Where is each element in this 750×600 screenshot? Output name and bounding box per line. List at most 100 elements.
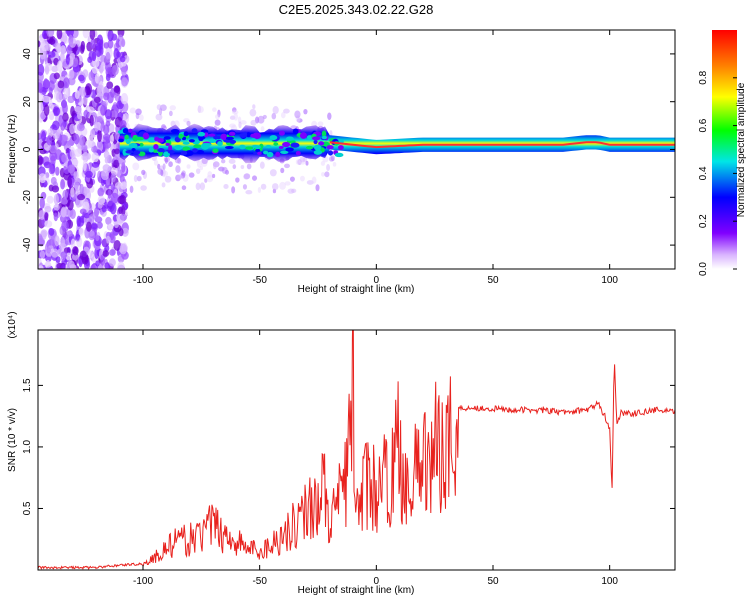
signal-blob [327, 150, 334, 156]
snr-y-ticks: 0.5 1.0 1.5 [22, 378, 675, 515]
noise-dot [46, 30, 55, 38]
noise-dot [104, 109, 112, 120]
noise-dot [239, 120, 247, 125]
signal-blob [282, 141, 291, 148]
y-tick-label: 0 [22, 146, 33, 152]
noise-dot [119, 213, 128, 221]
noise-dot [246, 163, 252, 170]
x-tick-label: -50 [252, 576, 267, 587]
noise-dot [104, 156, 109, 164]
noise-dot [84, 189, 92, 201]
noise-dot [54, 235, 60, 247]
y-tick-label: 40 [22, 48, 33, 60]
signal-blob [163, 136, 171, 140]
noise-dot [56, 30, 63, 40]
noise-dot [51, 65, 59, 73]
noise-dot [119, 243, 128, 255]
noise-dot [39, 250, 45, 259]
noise-dot [94, 216, 103, 223]
signal-blob [125, 139, 131, 145]
noise-dot [121, 67, 127, 77]
snr-plot-area [38, 330, 675, 570]
signal-blob [238, 144, 246, 150]
signal-blob [174, 144, 183, 151]
noise-dot [79, 208, 87, 215]
signal-blob [313, 144, 322, 151]
signal-blob [278, 145, 284, 150]
noise-dot [100, 169, 109, 181]
noise-dot [317, 121, 324, 127]
noise-dot [97, 195, 106, 205]
noise-dot [114, 182, 122, 190]
noise-dot [287, 188, 295, 194]
noise-dot [249, 108, 257, 117]
signal-blob [153, 144, 159, 150]
y-tick-label: -20 [22, 190, 33, 205]
spectrogram-x-axis-label: Height of straight line (km) [298, 284, 415, 295]
signal-blob [178, 133, 184, 139]
signal-blob [292, 128, 299, 135]
noise-dot [68, 69, 75, 80]
noise-dot [82, 159, 87, 172]
noise-dot [289, 176, 295, 182]
signal-blob [225, 136, 234, 141]
noise-dot [57, 80, 65, 89]
noise-dot [52, 120, 60, 131]
signal-blob [196, 150, 205, 155]
noise-dot [257, 115, 265, 124]
noise-dot [78, 74, 85, 82]
signal-blob [250, 133, 256, 138]
noise-dot [60, 198, 68, 205]
noise-dot [311, 176, 317, 184]
noise-dot [99, 64, 104, 74]
noise-dot [47, 51, 56, 58]
noise-dot [305, 160, 309, 166]
noise-dot [117, 261, 125, 269]
noise-dot [72, 246, 79, 256]
noise-dot [257, 187, 262, 193]
noise-dot [129, 107, 137, 114]
noise-dot [133, 175, 138, 183]
signal-blob [220, 133, 228, 141]
noise-dot [48, 227, 55, 236]
signal-blob [265, 144, 272, 149]
signal-blob [142, 132, 150, 140]
noise-dot [120, 181, 127, 190]
noise-dot [62, 112, 69, 122]
noise-dot [320, 160, 326, 166]
noise-dot [43, 78, 49, 89]
noise-dot [73, 133, 80, 145]
noise-dot [79, 86, 87, 97]
noise-dot [107, 223, 114, 230]
noise-dot [53, 203, 60, 211]
signal-blob [125, 150, 134, 154]
noise-dot [41, 130, 47, 142]
y-tick-label: 0.5 [22, 501, 33, 515]
noise-dot [66, 230, 73, 237]
noise-dot [211, 173, 216, 179]
noise-dot [135, 108, 142, 116]
snr-x-axis-label: Height of straight line (km) [298, 585, 415, 596]
noise-dot [96, 221, 103, 229]
signal-blob [245, 132, 252, 138]
signal-blob [318, 141, 325, 146]
noise-dot [121, 76, 128, 87]
noise-dot [62, 189, 69, 200]
noise-dot [269, 169, 277, 177]
noise-dot [52, 127, 61, 140]
figure-title: C2E5.2025.343.02.22.G28 [278, 2, 434, 17]
noise-dot [46, 135, 53, 146]
noise-dot [38, 265, 44, 269]
signal-blob [290, 142, 300, 148]
noise-dot [86, 221, 92, 232]
noise-dot [110, 110, 118, 118]
noise-dot [67, 95, 75, 104]
noise-dot [89, 114, 94, 127]
noise-dot [118, 206, 123, 214]
noise-dot [252, 104, 256, 110]
noise-dot [91, 161, 100, 168]
noise-dot [91, 51, 97, 62]
noise-dot [164, 157, 168, 164]
signal-blob [198, 137, 204, 142]
